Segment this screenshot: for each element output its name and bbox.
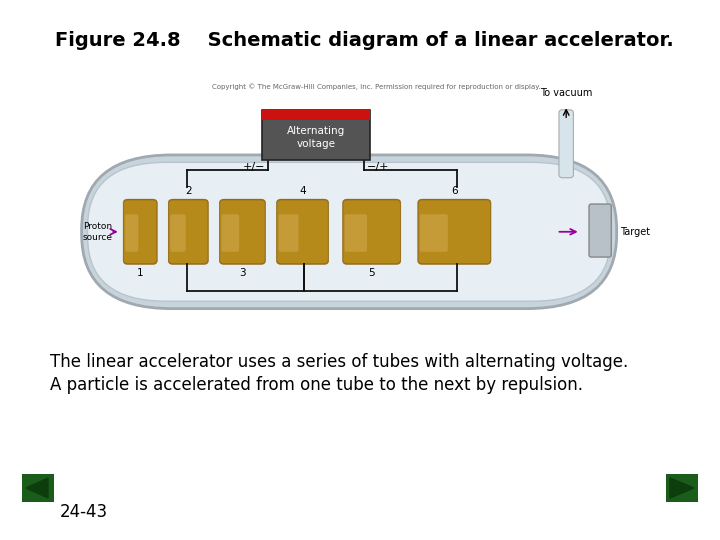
Polygon shape: [670, 478, 694, 498]
FancyBboxPatch shape: [559, 110, 573, 178]
FancyBboxPatch shape: [343, 200, 400, 264]
FancyBboxPatch shape: [124, 200, 157, 264]
FancyBboxPatch shape: [22, 474, 54, 502]
Polygon shape: [26, 478, 48, 498]
FancyBboxPatch shape: [418, 200, 490, 264]
FancyBboxPatch shape: [279, 214, 299, 252]
Text: Target: Target: [620, 227, 650, 237]
Text: Figure 24.8    Schematic diagram of a linear accelerator.: Figure 24.8 Schematic diagram of a linea…: [55, 30, 674, 50]
FancyBboxPatch shape: [589, 204, 611, 257]
FancyBboxPatch shape: [123, 199, 158, 265]
Text: A particle is accelerated from one tube to the next by repulsion.: A particle is accelerated from one tube …: [50, 376, 583, 394]
Text: Alternating
voltage: Alternating voltage: [287, 126, 345, 149]
FancyBboxPatch shape: [420, 214, 448, 252]
FancyBboxPatch shape: [168, 200, 208, 264]
Text: Copyright © The McGraw-Hill Companies, Inc. Permission required for reproduction: Copyright © The McGraw-Hill Companies, I…: [212, 83, 541, 90]
FancyBboxPatch shape: [666, 474, 698, 502]
FancyBboxPatch shape: [171, 214, 186, 252]
FancyBboxPatch shape: [88, 163, 611, 301]
Text: +/−: +/−: [243, 163, 265, 172]
Text: 5: 5: [369, 268, 375, 278]
Text: 1: 1: [137, 268, 143, 278]
Text: −/+: −/+: [367, 163, 390, 172]
FancyBboxPatch shape: [276, 199, 329, 265]
FancyBboxPatch shape: [345, 214, 367, 252]
FancyBboxPatch shape: [262, 110, 370, 120]
FancyBboxPatch shape: [168, 199, 209, 265]
FancyBboxPatch shape: [221, 214, 239, 252]
FancyBboxPatch shape: [220, 200, 265, 264]
Text: To vacuum: To vacuum: [540, 88, 593, 98]
Text: 6: 6: [451, 186, 458, 195]
FancyBboxPatch shape: [262, 110, 370, 160]
Text: 3: 3: [239, 268, 246, 278]
FancyBboxPatch shape: [418, 199, 491, 265]
Text: 24-43: 24-43: [60, 503, 108, 521]
FancyBboxPatch shape: [81, 155, 616, 309]
FancyBboxPatch shape: [343, 199, 401, 265]
FancyBboxPatch shape: [277, 200, 328, 264]
Text: The linear accelerator uses a series of tubes with alternating voltage.: The linear accelerator uses a series of …: [50, 353, 629, 371]
Text: Proton
source: Proton source: [83, 222, 113, 242]
Text: 2: 2: [185, 186, 192, 195]
Text: 4: 4: [300, 186, 306, 195]
FancyBboxPatch shape: [220, 199, 266, 265]
FancyBboxPatch shape: [125, 214, 138, 252]
